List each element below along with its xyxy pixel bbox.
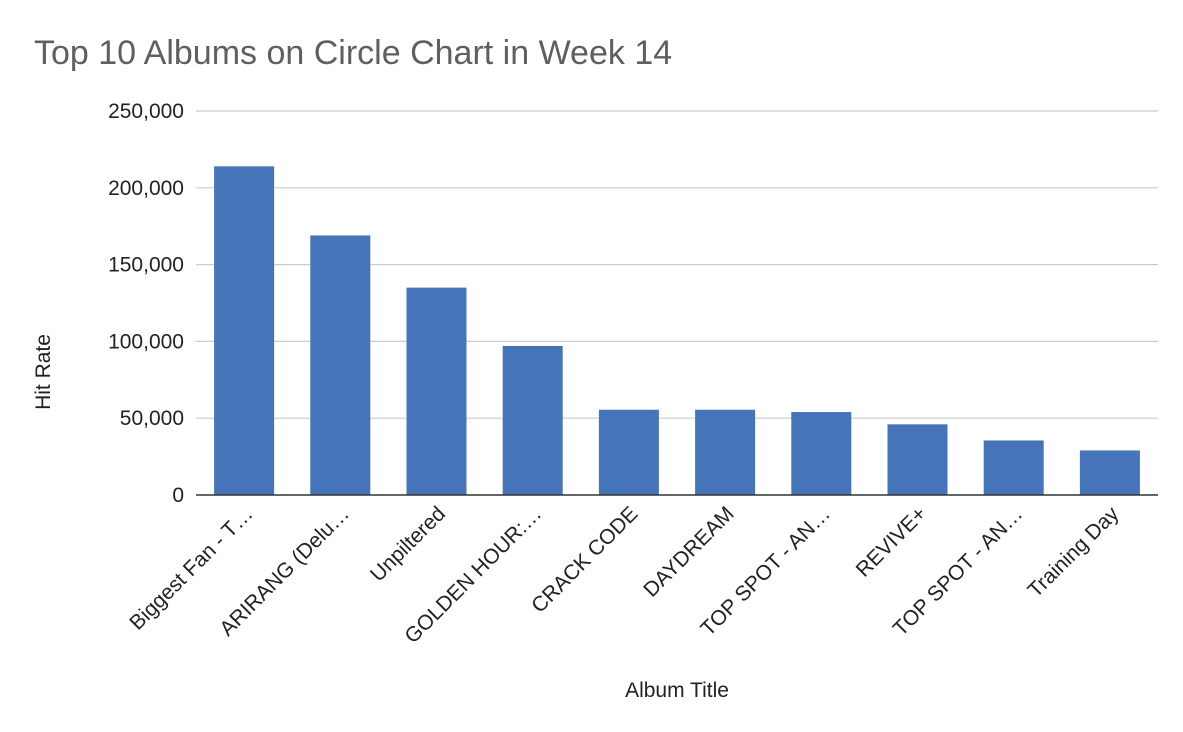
x-tick-label: Training Day bbox=[1024, 502, 1124, 602]
y-tick-label: 0 bbox=[172, 484, 184, 507]
x-axis-ticks: Biggest Fan - T…ARIRANG (Delu… Unpiltered… bbox=[125, 502, 1124, 648]
bar bbox=[598, 409, 659, 495]
y-tick-label: 100,000 bbox=[108, 330, 184, 353]
y-tick-label: 200,000 bbox=[108, 177, 184, 200]
x-tick-label: Unpiltered bbox=[366, 502, 450, 586]
bar bbox=[887, 424, 948, 495]
bar bbox=[1079, 450, 1140, 495]
y-axis-ticks: 0 50,000 100,000 150,000 200,000 250,000 bbox=[108, 100, 184, 507]
bar bbox=[214, 166, 275, 495]
bar bbox=[502, 346, 563, 495]
chart-title: Top 10 Albums on Circle Chart in Week 14 bbox=[34, 34, 672, 72]
y-axis-label: Hit Rate bbox=[32, 334, 55, 410]
bar bbox=[406, 287, 467, 495]
y-tick-label: 50,000 bbox=[120, 407, 184, 430]
y-tick-label: 150,000 bbox=[108, 254, 184, 277]
bar bbox=[983, 440, 1044, 495]
x-axis-label: Album Title bbox=[625, 679, 729, 702]
y-tick-label: 250,000 bbox=[108, 100, 184, 123]
bars bbox=[214, 166, 1140, 495]
x-tick-label: DAYDREAM bbox=[639, 502, 738, 601]
bar bbox=[310, 235, 371, 495]
x-tick-label: REVIVE+ bbox=[852, 502, 931, 581]
bar bbox=[695, 409, 756, 495]
bar bbox=[791, 412, 852, 495]
